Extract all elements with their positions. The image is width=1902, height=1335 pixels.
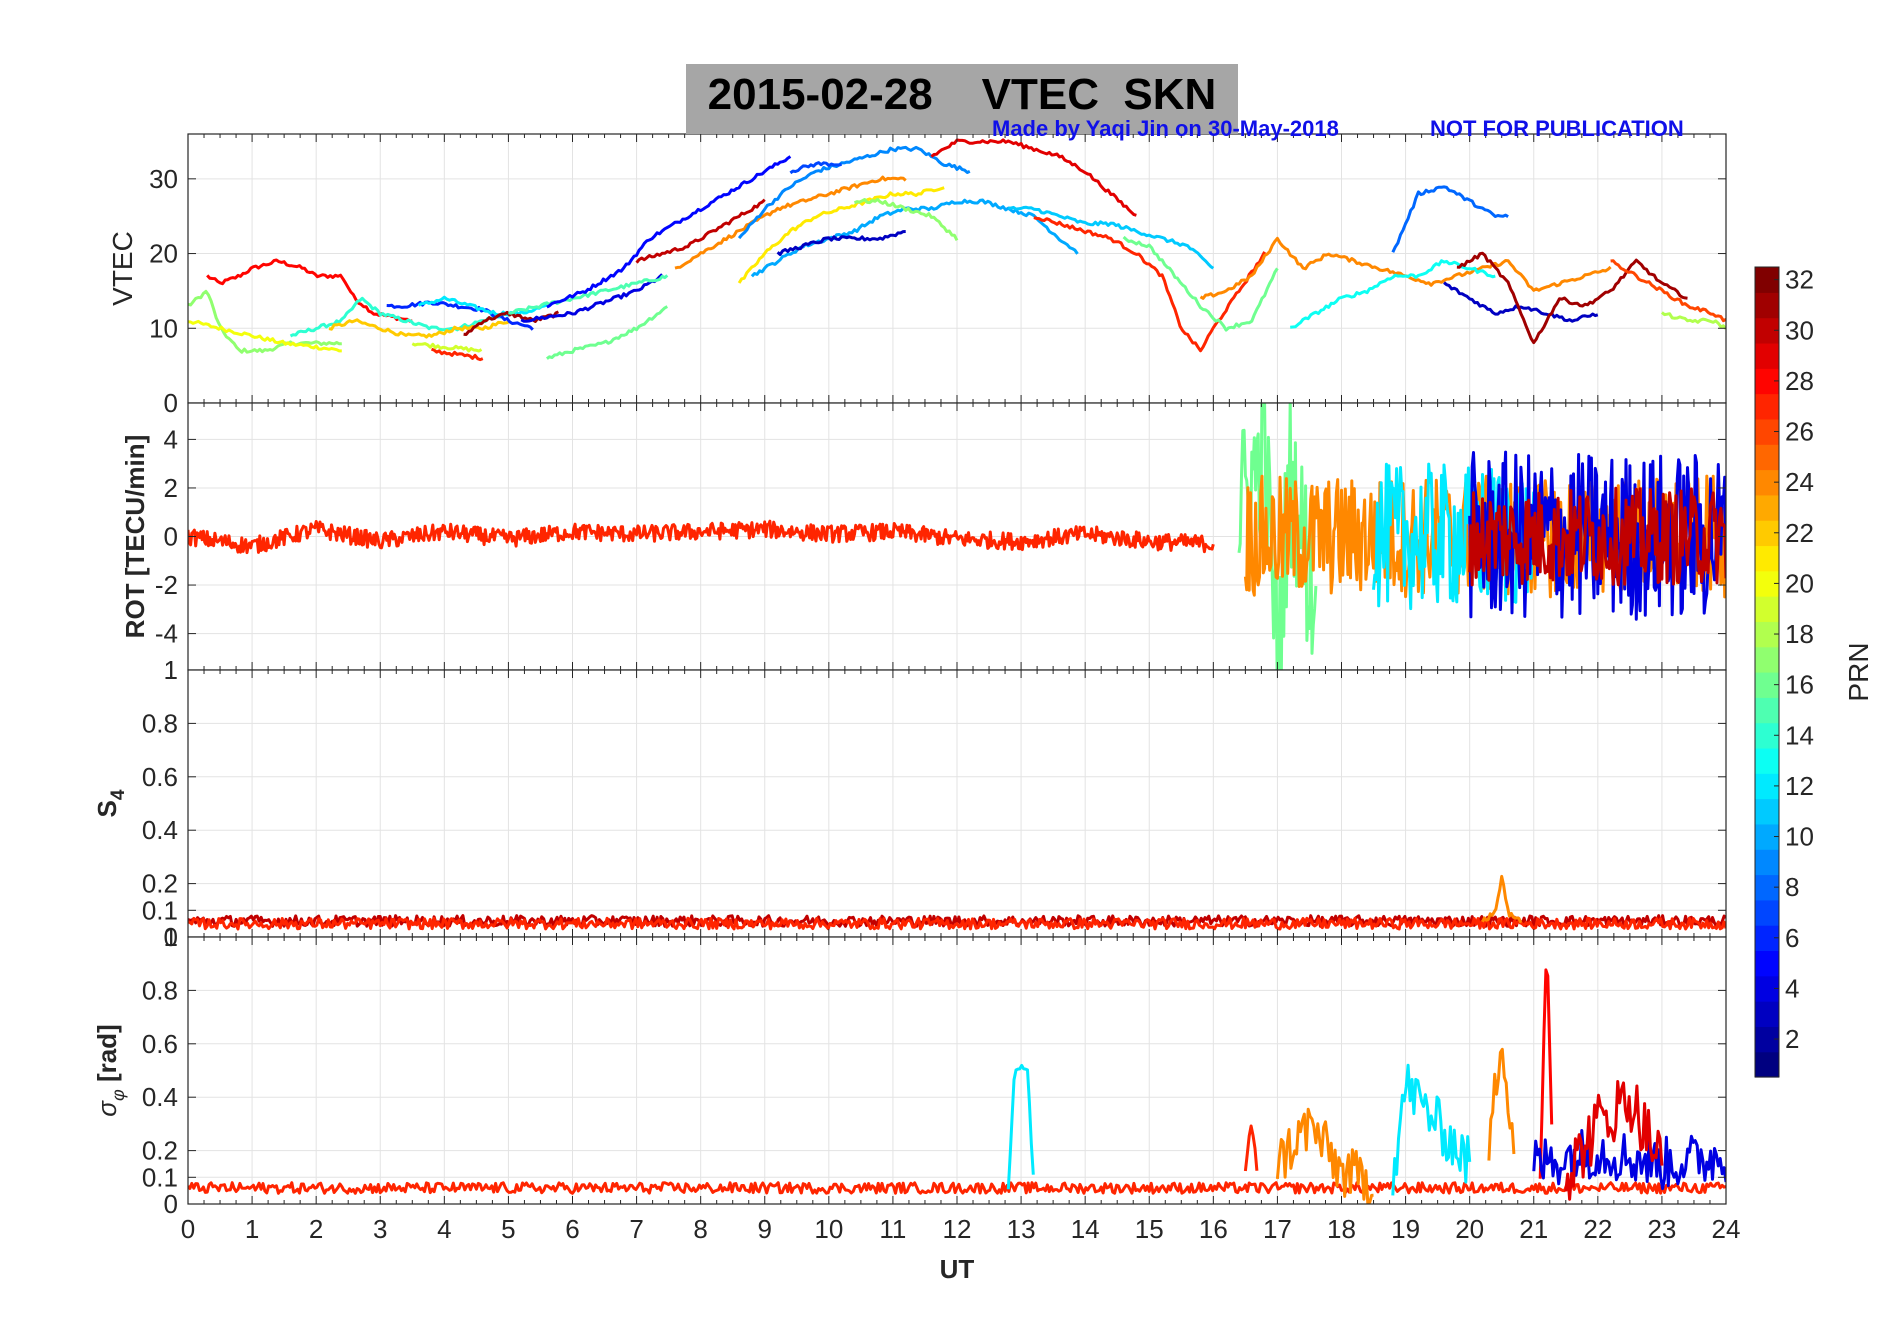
panel-vtec: 0 10 20 30 VTEC bbox=[107, 134, 1726, 418]
y-tick-label: 0.6 bbox=[142, 1029, 178, 1059]
panel-rot: -4 -2 0 2 4 ROT [TECU/min] bbox=[120, 387, 1726, 705]
y-axis-label: S4 bbox=[92, 789, 129, 817]
x-tick-label: 18 bbox=[1327, 1214, 1356, 1244]
y-tick-label: 0.4 bbox=[142, 1082, 178, 1112]
x-tick-label: 11 bbox=[879, 1214, 906, 1244]
colorbar-segment bbox=[1755, 748, 1779, 774]
y-tick-label: 0 bbox=[164, 1189, 178, 1219]
credit-text: Made by Yaqi Jin on 30-May-2018 bbox=[992, 116, 1339, 142]
colorbar-segment bbox=[1755, 799, 1779, 825]
x-tick-label: 20 bbox=[1455, 1214, 1484, 1244]
y-tick-label: 0 bbox=[164, 388, 178, 418]
x-tick-label: 10 bbox=[814, 1214, 843, 1244]
x-tick-label: 4 bbox=[437, 1214, 451, 1244]
x-tick-label: 19 bbox=[1391, 1214, 1420, 1244]
colorbar-tick-label: 18 bbox=[1785, 619, 1814, 649]
colorbar-segment bbox=[1755, 950, 1779, 976]
x-axis-label: UT bbox=[940, 1254, 975, 1284]
y-tick-label: -2 bbox=[155, 570, 178, 600]
x-tick-label: 7 bbox=[629, 1214, 643, 1244]
y-tick-label: 0.2 bbox=[142, 1136, 178, 1166]
x-tick-label: 1 bbox=[245, 1214, 259, 1244]
y-tick-label: 30 bbox=[149, 164, 178, 194]
colorbar-tick-label: 16 bbox=[1785, 670, 1814, 700]
colorbar-tick-label: 22 bbox=[1785, 518, 1814, 548]
notice-text: NOT FOR PUBLICATION bbox=[1430, 116, 1684, 142]
colorbar-tick-label: 8 bbox=[1785, 872, 1799, 902]
y-tick-label: 0.1 bbox=[142, 1162, 178, 1192]
y-tick-label: 1 bbox=[164, 922, 178, 952]
x-tick-label: 17 bbox=[1263, 1214, 1292, 1244]
y-tick-label: 0 bbox=[164, 522, 178, 552]
colorbar-tick-label: 28 bbox=[1785, 366, 1814, 396]
x-tick-label: 0 bbox=[181, 1214, 195, 1244]
y-axis-label: VTEC bbox=[107, 231, 138, 306]
y-tick-label: 0.4 bbox=[142, 815, 178, 845]
x-tick-label: 9 bbox=[758, 1214, 772, 1244]
x-tick-label: 13 bbox=[1007, 1214, 1036, 1244]
figure-title: 2015-02-28 VTEC SKN bbox=[686, 70, 1238, 120]
panel-s4: 00.10.2 0.4 0.6 0.8 1 S4 bbox=[92, 655, 1726, 952]
colorbar-segment bbox=[1755, 444, 1779, 470]
y-tick-label: 0.2 bbox=[142, 869, 178, 899]
colorbar-tick-label: 6 bbox=[1785, 923, 1799, 953]
y-tick-label: -4 bbox=[155, 619, 178, 649]
y-tick-label: 0.8 bbox=[142, 708, 178, 738]
x-tick-label: 15 bbox=[1135, 1214, 1164, 1244]
x-tick-label: 21 bbox=[1519, 1214, 1548, 1244]
x-tick-label: 14 bbox=[1071, 1214, 1100, 1244]
colorbar-segment bbox=[1755, 1052, 1779, 1078]
y-tick-label: 0.6 bbox=[142, 762, 178, 792]
colorbar-segment bbox=[1755, 849, 1779, 875]
colorbar-segment bbox=[1755, 394, 1779, 420]
colorbar-tick-label: 2 bbox=[1785, 1024, 1799, 1054]
colorbar-segment bbox=[1755, 900, 1779, 926]
x-tick-label: 2 bbox=[309, 1214, 323, 1244]
colorbar-segment bbox=[1755, 343, 1779, 369]
colorbar-tick-label: 32 bbox=[1785, 265, 1814, 295]
x-tick-label: 6 bbox=[565, 1214, 579, 1244]
y-axis-label: σφ [rad] bbox=[92, 1024, 128, 1116]
colorbar-tick-label: 20 bbox=[1785, 568, 1814, 598]
x-tick-label: 22 bbox=[1583, 1214, 1612, 1244]
colorbar-segment bbox=[1755, 545, 1779, 571]
colorbar-tick-label: 30 bbox=[1785, 315, 1814, 345]
colorbar-tick-label: 12 bbox=[1785, 771, 1814, 801]
colorbar-tick-label: 26 bbox=[1785, 417, 1814, 447]
colorbar-tick-label: 14 bbox=[1785, 720, 1814, 750]
y-tick-label: 0.1 bbox=[142, 895, 178, 925]
y-tick-label: 1 bbox=[164, 655, 178, 685]
y-tick-label: 20 bbox=[149, 239, 178, 269]
colorbar-tick-label: 4 bbox=[1785, 973, 1799, 1003]
y-tick-label: 10 bbox=[149, 313, 178, 343]
colorbar-label: PRN bbox=[1843, 642, 1874, 701]
colorbar-segment bbox=[1755, 1001, 1779, 1027]
x-tick-label: 5 bbox=[501, 1214, 515, 1244]
colorbar-segment bbox=[1755, 495, 1779, 521]
x-tick-label: 24 bbox=[1712, 1214, 1741, 1244]
colorbar-segment bbox=[1755, 647, 1779, 673]
x-tick-label: 12 bbox=[943, 1214, 972, 1244]
x-tick-label: 3 bbox=[373, 1214, 387, 1244]
colorbar-tick-label: 24 bbox=[1785, 467, 1814, 497]
y-tick-label: 4 bbox=[164, 424, 178, 454]
y-tick-label: 2 bbox=[164, 473, 178, 503]
colorbar-segment bbox=[1755, 596, 1779, 622]
y-axis-label: ROT [TECU/min] bbox=[120, 435, 150, 639]
x-tick-label: 23 bbox=[1647, 1214, 1676, 1244]
y-tick-label: 0.8 bbox=[142, 975, 178, 1005]
colorbar-tick-label: 10 bbox=[1785, 822, 1814, 852]
x-tick-label: 8 bbox=[693, 1214, 707, 1244]
x-tick-label: 16 bbox=[1199, 1214, 1228, 1244]
colorbar-segment bbox=[1755, 292, 1779, 318]
colorbar-segment bbox=[1755, 697, 1779, 723]
